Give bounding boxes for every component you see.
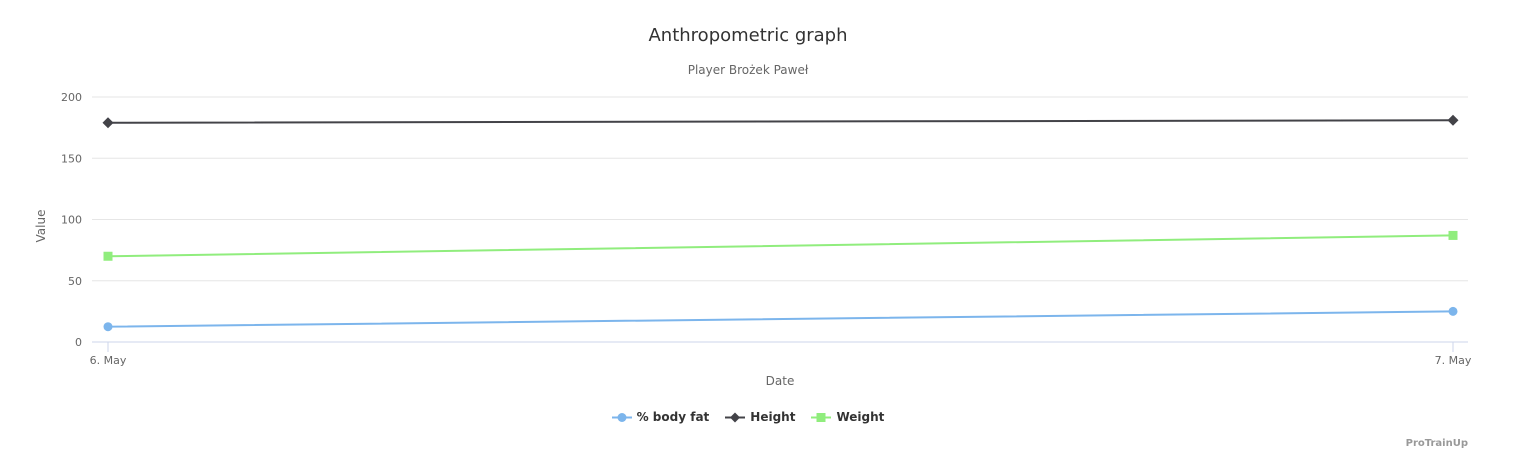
- credits-label: ProTrainUp: [1405, 438, 1468, 449]
- y-tick-label-100: 100: [61, 214, 82, 227]
- x-axis-title: Date: [765, 374, 795, 388]
- legend-item-height[interactable]: Height: [725, 410, 795, 424]
- data-point-body-fat-6-may[interactable]: [103, 322, 113, 332]
- data-point-weight-7-may[interactable]: [1448, 230, 1458, 240]
- chart-subtitle: Player Brożek Paweł: [687, 63, 809, 77]
- data-point-height-6-may[interactable]: [102, 117, 114, 129]
- y-tick-label-200: 200: [61, 91, 82, 104]
- diamond-marker-icon: [725, 412, 746, 422]
- series-line-body-fat: [107, 310, 1454, 328]
- square-marker-icon: [811, 412, 832, 422]
- legend: % body fat Height Weight: [0, 410, 1496, 424]
- data-point-weight-6-may[interactable]: [103, 251, 113, 261]
- legend-item-weight[interactable]: Weight: [811, 410, 884, 424]
- context-menu-button[interactable]: [1442, 28, 1468, 54]
- data-point-body-fat-7-may[interactable]: [1448, 306, 1458, 316]
- circle-marker-icon: [611, 412, 632, 422]
- legend-label-weight: Weight: [836, 410, 885, 424]
- series-line-weight: [107, 234, 1454, 258]
- legend-label-body-fat: % body fat: [636, 410, 710, 424]
- y-axis-title: Value: [34, 209, 48, 243]
- data-point-height-7-may[interactable]: [1447, 114, 1459, 126]
- y-tick-label-50: 50: [68, 275, 82, 288]
- x-tick-label-7-may: 7. May: [1435, 354, 1472, 367]
- legend-item-body-fat[interactable]: % body fat: [611, 410, 710, 424]
- y-tick-label-150: 150: [61, 152, 82, 165]
- legend-label-height: Height: [750, 410, 796, 424]
- x-tick-label-6-may: 6. May: [90, 354, 127, 367]
- chart-title: Anthropometric graph: [648, 25, 848, 46]
- y-tick-label-0: 0: [75, 336, 82, 349]
- series-line-height: [107, 119, 1454, 124]
